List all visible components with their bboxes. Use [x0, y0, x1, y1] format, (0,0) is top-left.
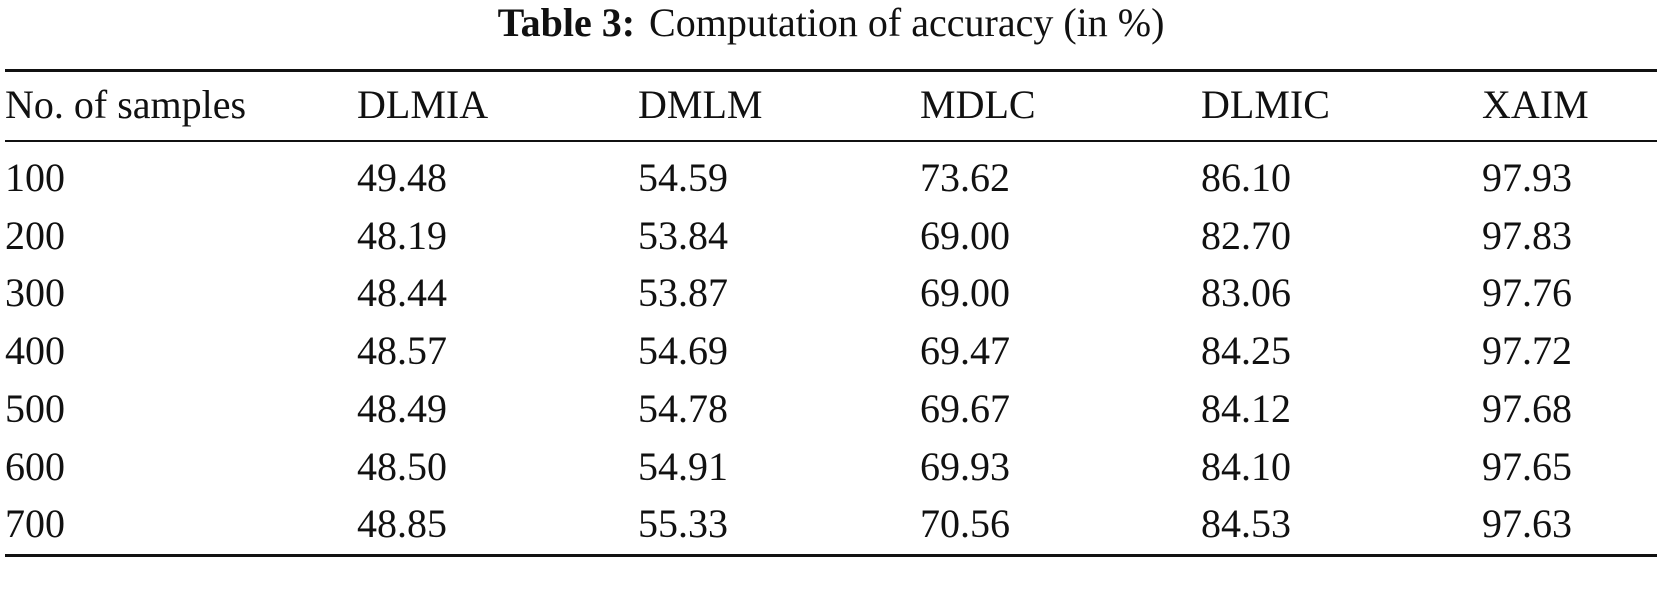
table-cell: 48.44 — [357, 270, 447, 316]
header-cell: No. of samples — [5, 82, 247, 127]
table-cell: 48.19 — [357, 212, 447, 258]
table-cell: 97.72 — [1482, 328, 1572, 374]
table-cell: 53.84 — [638, 212, 728, 258]
caption-label: Table 3: — [497, 0, 636, 45]
table-cell: 70.56 — [920, 501, 1010, 547]
table-cell: 69.93 — [920, 443, 1010, 489]
top-rule — [5, 69, 1657, 72]
header-cell: XAIM — [1482, 82, 1589, 127]
table-cell: 69.00 — [920, 212, 1010, 258]
table-cell: 48.50 — [357, 443, 447, 489]
table-cell: 53.87 — [638, 270, 728, 316]
table-cell: 82.70 — [1201, 212, 1291, 258]
table-cell: 97.76 — [1482, 270, 1572, 316]
table-cell: 300 — [5, 270, 65, 316]
table-cell: 400 — [5, 328, 65, 374]
table-cell: 54.59 — [638, 155, 728, 200]
table-cell: 84.25 — [1201, 328, 1291, 374]
table-cell: 500 — [5, 385, 65, 431]
table-cell: 73.62 — [920, 155, 1010, 200]
table-cell: 55.33 — [638, 501, 728, 547]
table-cell: 54.69 — [638, 328, 728, 374]
header-cell: MDLC — [920, 82, 1036, 127]
table-caption: Table 3: Computation of accuracy (in %) — [0, 0, 1662, 46]
table-cell: 86.10 — [1201, 155, 1291, 200]
table-cell: 100 — [5, 155, 65, 200]
table-cell: 48.85 — [357, 501, 447, 547]
table-cell: 84.10 — [1201, 443, 1291, 489]
table-cell: 83.06 — [1201, 270, 1291, 316]
header-cell: DMLM — [638, 82, 763, 127]
table-cell: 97.68 — [1482, 385, 1572, 431]
table-cell: 97.65 — [1482, 443, 1572, 489]
table-cell: 48.57 — [357, 328, 447, 374]
table-cell: 69.47 — [920, 328, 1010, 374]
table-cell: 97.63 — [1482, 501, 1572, 547]
table-cell: 54.91 — [638, 443, 728, 489]
table-cell: 97.83 — [1482, 212, 1572, 258]
table-cell: 48.49 — [357, 385, 447, 431]
header-cell: DLMIA — [357, 82, 489, 127]
table-cell: 700 — [5, 501, 65, 547]
header-cell: DLMIC — [1201, 82, 1330, 127]
table-cell: 97.93 — [1482, 155, 1572, 200]
table-cell: 84.53 — [1201, 501, 1291, 547]
table-cell: 54.78 — [638, 385, 728, 431]
header-rule — [5, 140, 1657, 142]
table-cell: 69.67 — [920, 385, 1010, 431]
table-cell: 49.48 — [357, 155, 447, 200]
table-cell: 600 — [5, 443, 65, 489]
bottom-rule — [5, 554, 1657, 557]
table-cell: 200 — [5, 212, 65, 258]
table-cell: 69.00 — [920, 270, 1010, 316]
caption-text: Computation of accuracy (in %) — [649, 0, 1165, 45]
table-cell: 84.12 — [1201, 385, 1291, 431]
